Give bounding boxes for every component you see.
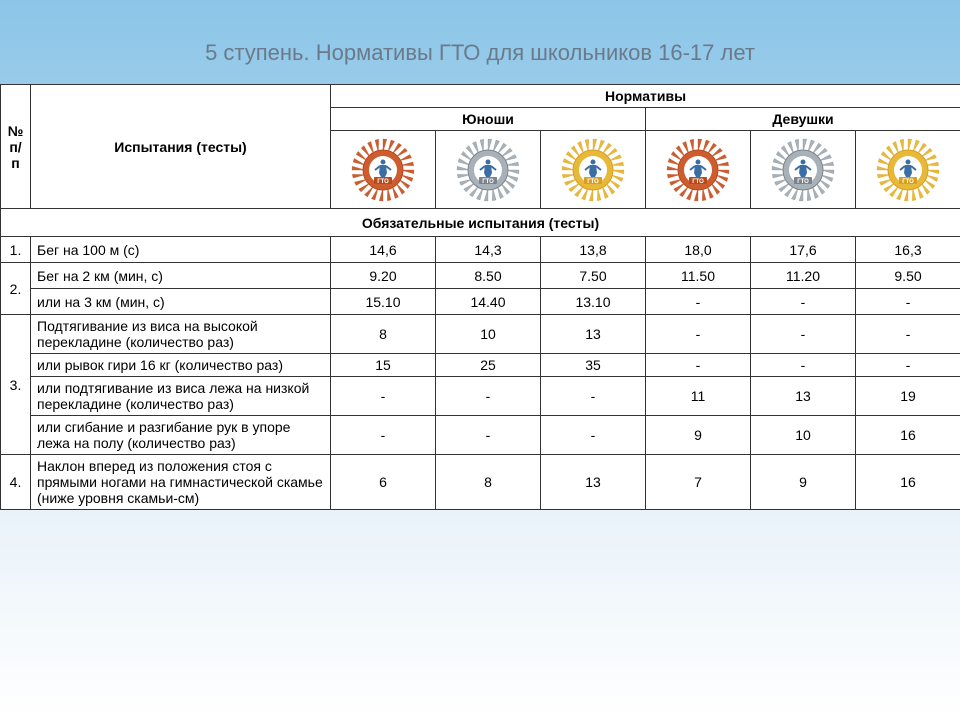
val: 6	[331, 455, 436, 510]
val: -	[541, 377, 646, 416]
badge-boys-silver: ГТО	[436, 131, 541, 209]
val: 17,6	[751, 237, 856, 263]
section-header-row: Обязательные испытания (тесты)	[1, 209, 960, 237]
val: 16	[856, 455, 960, 510]
row-num: 1.	[1, 237, 31, 263]
val: -	[856, 354, 960, 377]
section-header: Обязательные испытания (тесты)	[1, 209, 960, 237]
table-row: или на 3 км (мин, с) 15.10 14.40 13.10 -…	[1, 289, 960, 315]
val: -	[856, 315, 960, 354]
val: 10	[751, 416, 856, 455]
hdr-boys: Юноши	[331, 108, 646, 131]
val: 11.50	[646, 263, 751, 289]
val: -	[331, 416, 436, 455]
val: 7	[646, 455, 751, 510]
table-wrap: № п/п Испытания (тесты) Нормативы Юноши …	[0, 84, 960, 510]
svg-text:ГТО: ГТО	[692, 179, 704, 185]
svg-text:ГТО: ГТО	[797, 179, 809, 185]
val: 11.20	[751, 263, 856, 289]
svg-text:ГТО: ГТО	[587, 179, 599, 185]
val: 9.20	[331, 263, 436, 289]
svg-text:ГТО: ГТО	[902, 179, 914, 185]
val: 14,3	[436, 237, 541, 263]
test-name: Бег на 100 м (с)	[31, 237, 331, 263]
table-row: или подтягивание из виса лежа на низкой …	[1, 377, 960, 416]
row-num: 4.	[1, 455, 31, 510]
val: -	[436, 416, 541, 455]
val: 7.50	[541, 263, 646, 289]
val: 13	[751, 377, 856, 416]
val: -	[646, 289, 751, 315]
header-row-1: № п/п Испытания (тесты) Нормативы	[1, 85, 960, 108]
table-row: 2. Бег на 2 км (мин, с) 9.20 8.50 7.50 1…	[1, 263, 960, 289]
test-name: Наклон вперед из положения стоя с прямым…	[31, 455, 331, 510]
val: -	[751, 289, 856, 315]
table-row: или сгибание и разгибание рук в упоре ле…	[1, 416, 960, 455]
val: 9	[646, 416, 751, 455]
val: 35	[541, 354, 646, 377]
val: 8	[331, 315, 436, 354]
badge-boys-gold: ГТО	[541, 131, 646, 209]
val: -	[751, 354, 856, 377]
row-num: 2.	[1, 263, 31, 315]
val: 19	[856, 377, 960, 416]
test-name: или на 3 км (мин, с)	[31, 289, 331, 315]
test-name: или подтягивание из виса лежа на низкой …	[31, 377, 331, 416]
val: -	[331, 377, 436, 416]
table-row: 1. Бег на 100 м (с) 14,6 14,3 13,8 18,0 …	[1, 237, 960, 263]
table-row: 3. Подтягивание из виса на высокой перек…	[1, 315, 960, 354]
val: 10	[436, 315, 541, 354]
val: 13,8	[541, 237, 646, 263]
val: 15	[331, 354, 436, 377]
test-name: или рывок гири 16 кг (количество раз)	[31, 354, 331, 377]
val: 9.50	[856, 263, 960, 289]
hdr-girls: Девушки	[646, 108, 960, 131]
val: 15.10	[331, 289, 436, 315]
slide: 5 ступень. Нормативы ГТО для школьников …	[0, 0, 960, 720]
val: 14.40	[436, 289, 541, 315]
standards-table: № п/п Испытания (тесты) Нормативы Юноши …	[0, 84, 960, 510]
test-name: Подтягивание из виса на высокой переклад…	[31, 315, 331, 354]
svg-text:ГТО: ГТО	[482, 179, 494, 185]
val: 18,0	[646, 237, 751, 263]
test-name: Бег на 2 км (мин, с)	[31, 263, 331, 289]
val: 14,6	[331, 237, 436, 263]
val: -	[646, 354, 751, 377]
hdr-num: № п/п	[1, 85, 31, 209]
row-num: 3.	[1, 315, 31, 455]
test-name: или сгибание и разгибание рук в упоре ле…	[31, 416, 331, 455]
badge-girls-bronze: ГТО	[646, 131, 751, 209]
badge-girls-silver: ГТО	[751, 131, 856, 209]
val: 9	[751, 455, 856, 510]
val: -	[646, 315, 751, 354]
val: -	[541, 416, 646, 455]
val: 13.10	[541, 289, 646, 315]
badge-girls-gold: ГТО	[856, 131, 960, 209]
val: 13	[541, 315, 646, 354]
val: -	[856, 289, 960, 315]
svg-text:ГТО: ГТО	[377, 179, 389, 185]
val: -	[436, 377, 541, 416]
val: 16	[856, 416, 960, 455]
val: 8	[436, 455, 541, 510]
val: 8.50	[436, 263, 541, 289]
hdr-tests: Испытания (тесты)	[31, 85, 331, 209]
val: 13	[541, 455, 646, 510]
page-title: 5 ступень. Нормативы ГТО для школьников …	[0, 40, 960, 66]
val: 16,3	[856, 237, 960, 263]
table-row: 4. Наклон вперед из положения стоя с пря…	[1, 455, 960, 510]
table-row: или рывок гири 16 кг (количество раз) 15…	[1, 354, 960, 377]
badge-boys-bronze: ГТО	[331, 131, 436, 209]
val: -	[751, 315, 856, 354]
hdr-norms: Нормативы	[331, 85, 960, 108]
val: 11	[646, 377, 751, 416]
val: 25	[436, 354, 541, 377]
